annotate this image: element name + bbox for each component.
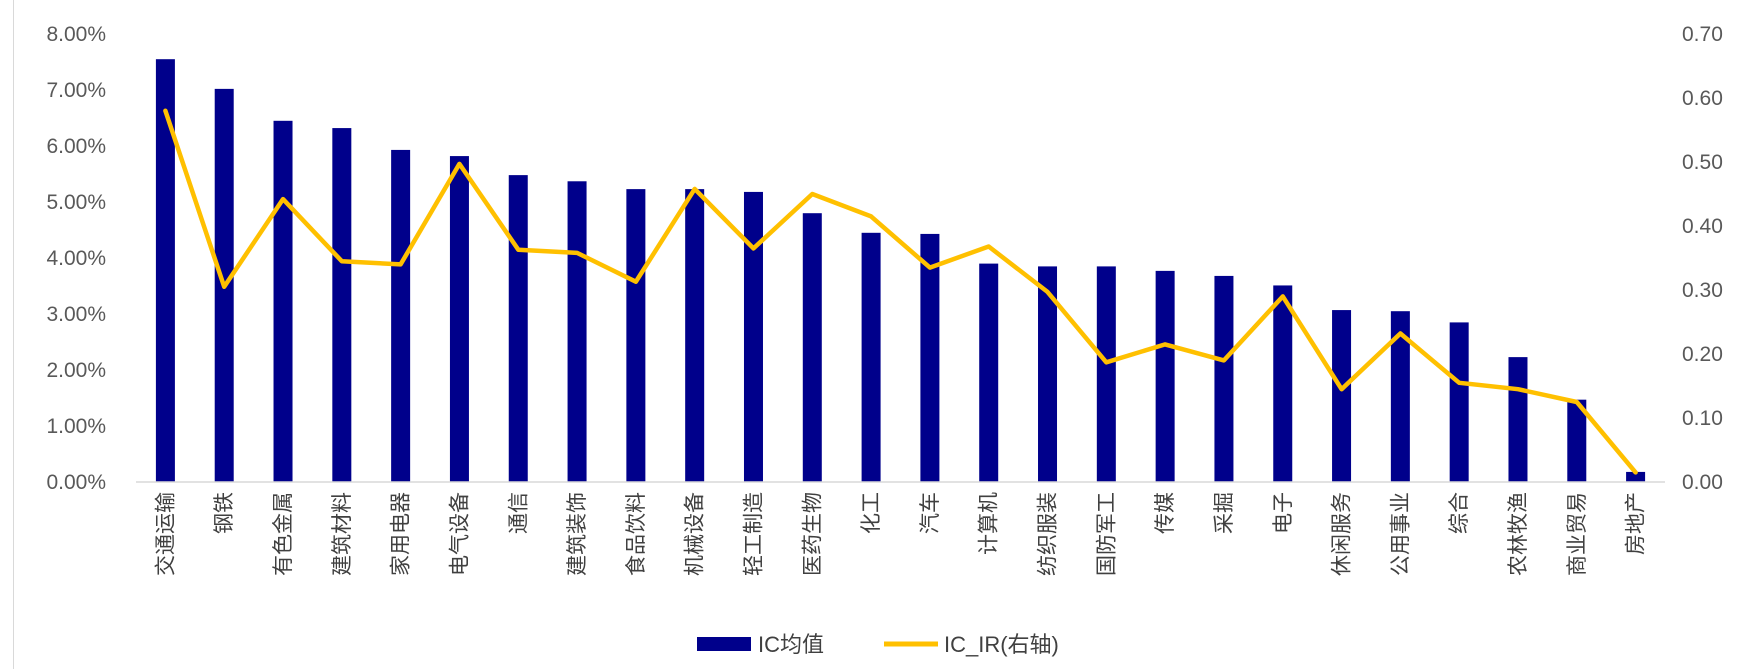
right-tick-label: 0.60 — [1682, 87, 1723, 110]
bar — [273, 120, 293, 483]
legend-label-bar: IC均值 — [758, 632, 824, 657]
category-label: 食品饮料 — [625, 492, 648, 576]
bar — [979, 263, 999, 482]
right-tick-label: 0.00 — [1682, 471, 1723, 494]
legend: IC均值 IC_IR(右轴) — [697, 632, 1059, 657]
bar — [1449, 322, 1469, 482]
category-label: 交通运输 — [154, 492, 177, 576]
category-label: 综合 — [1448, 492, 1471, 534]
category-label: 机械设备 — [684, 492, 707, 576]
left-axis: 0.00% 1.00% 2.00% 3.00% 4.00% 5.00% 6.00% 7.00%… — [46, 23, 106, 494]
right-tick-label: 0.30 — [1682, 279, 1723, 302]
bar — [1038, 266, 1058, 482]
left-tick-label: 6.00% — [46, 135, 106, 158]
bar — [1155, 270, 1175, 482]
category-label: 钢铁 — [213, 492, 236, 534]
category-label: 商业贸易 — [1566, 492, 1589, 576]
bar — [1332, 310, 1352, 482]
bar — [1273, 285, 1293, 482]
left-tick-label: 1.00% — [46, 415, 106, 438]
legend-label-line: IC_IR(右轴) — [944, 632, 1059, 657]
left-tick-label: 2.00% — [46, 359, 106, 382]
left-tick-label: 7.00% — [46, 79, 106, 102]
category-label: 公用事业 — [1389, 492, 1412, 576]
category-label: 纺织服装 — [1037, 492, 1060, 576]
bar — [861, 232, 881, 482]
bar — [332, 128, 352, 482]
bar — [155, 59, 175, 482]
bar — [1096, 266, 1116, 482]
left-tick-label: 5.00% — [46, 191, 106, 214]
left-tick-label: 0.00% — [46, 471, 106, 494]
category-label: 家用电器 — [390, 492, 413, 576]
right-axis: 0.00 0.10 0.20 0.30 0.40 0.50 0.60 0.70 — [1682, 23, 1723, 494]
bar — [626, 189, 646, 482]
bar-series — [155, 59, 1646, 483]
bar — [508, 175, 528, 482]
category-label: 通信 — [507, 492, 530, 534]
bar — [1390, 311, 1410, 482]
category-label: 建筑材料 — [331, 492, 354, 576]
category-label: 有色金属 — [272, 492, 295, 576]
category-label: 农林牧渔 — [1507, 492, 1530, 576]
category-label: 建筑装饰 — [566, 492, 589, 576]
bar — [743, 191, 763, 483]
category-label: 电气设备 — [448, 492, 471, 576]
bar — [920, 233, 940, 482]
category-labels: 交通运输 钢铁 有色金属 建筑材料 家用电器 电气设备 通信 建筑装饰 食品饮料 机械设备 轻工制造… — [154, 492, 1647, 576]
right-tick-label: 0.40 — [1682, 215, 1723, 238]
chart-frame — [13, 0, 1763, 669]
right-tick-label: 0.50 — [1682, 151, 1723, 174]
ic-ir-line — [163, 108, 1638, 475]
category-label: 国防军工 — [1095, 492, 1118, 576]
bar — [802, 213, 822, 482]
right-tick-label: 0.10 — [1682, 407, 1723, 430]
bar — [449, 156, 469, 482]
bar — [567, 181, 587, 482]
legend-swatch-bar — [697, 637, 751, 651]
bar — [1214, 275, 1234, 482]
right-tick-label: 0.70 — [1682, 23, 1723, 46]
category-label: 计算机 — [978, 492, 1001, 555]
category-label: 电子 — [1272, 492, 1295, 534]
category-label: 汽车 — [919, 492, 942, 534]
category-label: 休闲服务 — [1331, 492, 1354, 576]
bar — [1626, 471, 1646, 482]
left-tick-label: 3.00% — [46, 303, 106, 326]
category-label: 采掘 — [1213, 492, 1236, 534]
category-label: 轻工制造 — [742, 492, 765, 576]
bar — [685, 189, 705, 482]
right-tick-label: 0.20 — [1682, 343, 1723, 366]
left-tick-label: 8.00% — [46, 23, 106, 46]
category-label: 医药生物 — [801, 492, 824, 576]
category-label: 化工 — [860, 492, 883, 534]
bar — [391, 149, 411, 483]
line-series — [163, 108, 1638, 475]
category-label: 传媒 — [1154, 492, 1177, 534]
left-tick-label: 4.00% — [46, 247, 106, 270]
bar — [1567, 399, 1587, 482]
bar — [1508, 357, 1528, 482]
category-label: 房地产 — [1625, 492, 1648, 555]
